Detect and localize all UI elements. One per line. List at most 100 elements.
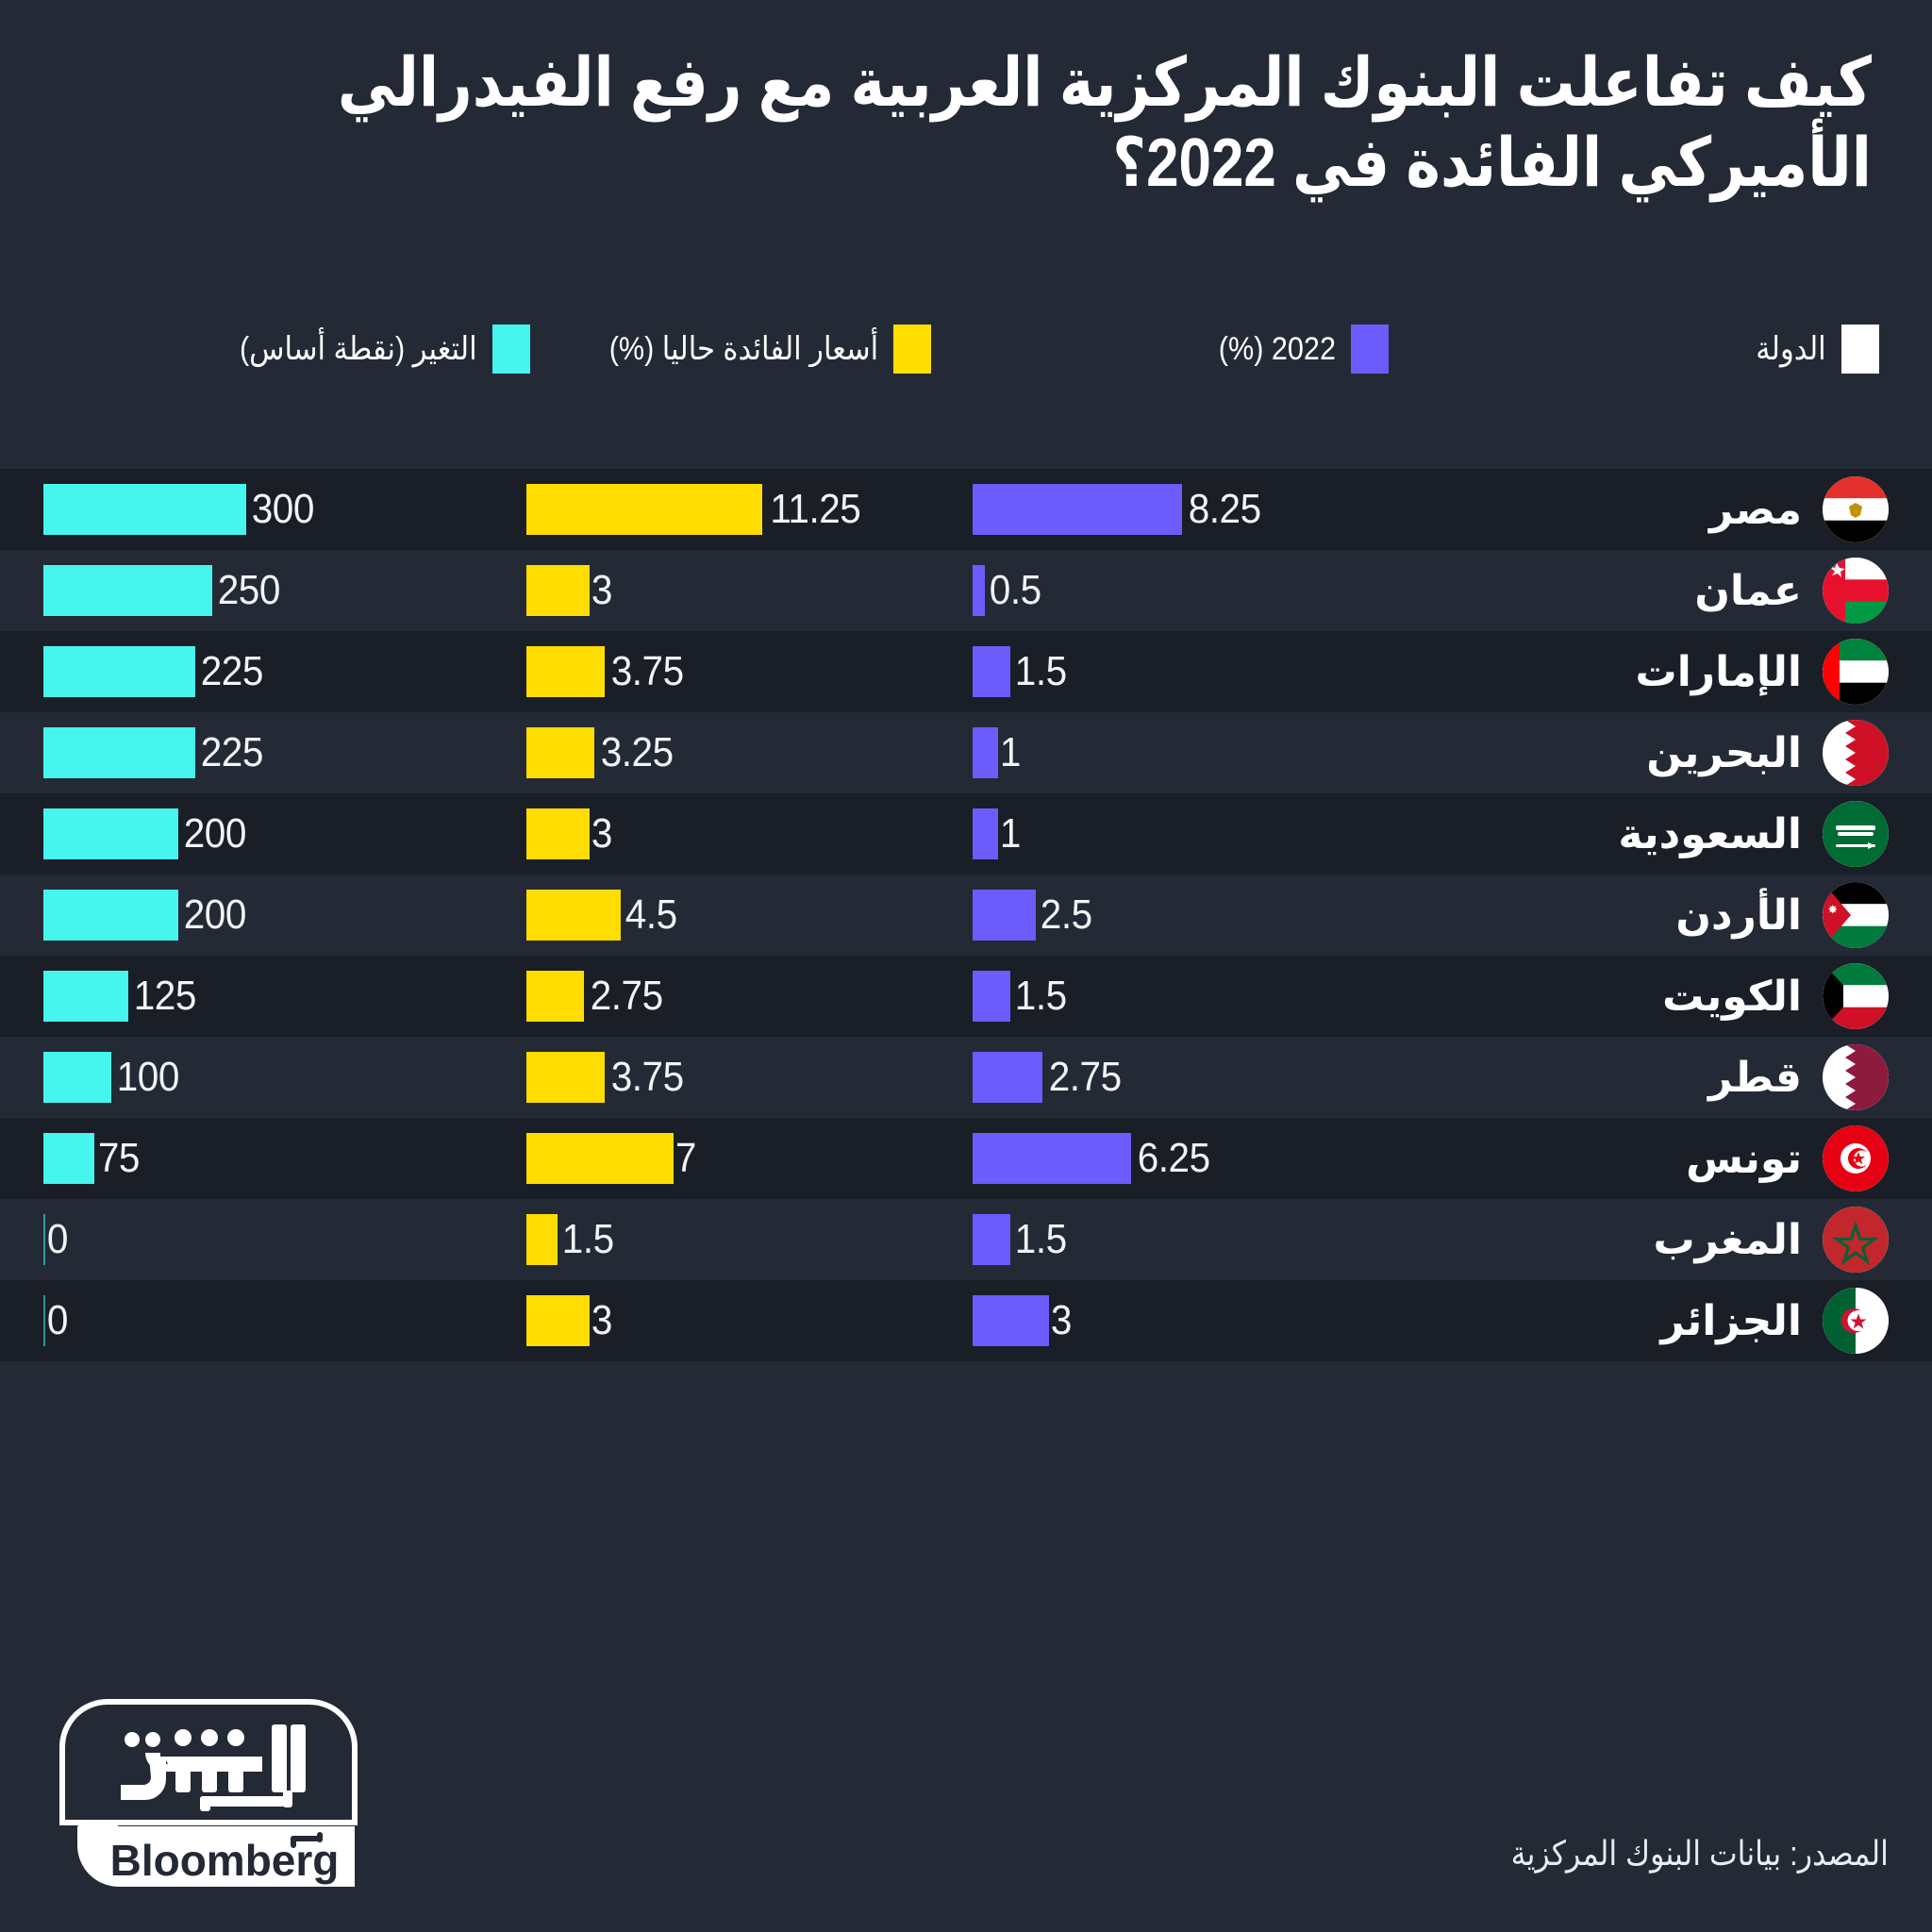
legend-item-change: التغير (نقطة أساس) <box>213 325 530 374</box>
change-bar <box>43 1214 45 1265</box>
country-cell: الأردن <box>1474 874 1889 956</box>
country-name: الجزائر <box>1660 1297 1802 1344</box>
page-title: كيف تفاعلت البنوك المركزية العربية مع رف… <box>337 45 1873 201</box>
rate-2022-cell: 1.5 <box>973 1199 1417 1280</box>
current-rate-value: 4.5 <box>625 891 677 938</box>
flag-algeria-icon <box>1823 1288 1889 1354</box>
rate-2022-value: 2.75 <box>1048 1054 1122 1100</box>
table-row: 0 3 3 الجزائر <box>0 1280 1932 1361</box>
source-note: المصدر: بيانات البنوك المركزية <box>1510 1834 1889 1873</box>
change-bar <box>43 727 196 778</box>
table-row: 225 3.75 1.5 الإمارات <box>0 631 1932 712</box>
table-row-inner: 75 7 6.25 تونس <box>43 1118 1889 1199</box>
current-rate-bar <box>526 727 595 778</box>
current-rate-value: 3.25 <box>600 729 674 775</box>
country-cell: المغرب <box>1474 1199 1889 1280</box>
current-rate-cell: 1.5 <box>526 1199 946 1280</box>
rate-2022-value: 1 <box>999 729 1022 775</box>
change-cell: 200 <box>43 874 486 956</box>
current-rate-value: 3.75 <box>611 648 684 694</box>
current-rate-bar <box>526 565 590 616</box>
change-value: 225 <box>201 729 264 775</box>
country-name: الإمارات <box>1635 648 1802 695</box>
current-rate-value: 2.75 <box>590 973 663 1019</box>
rate-2022-value: 6.25 <box>1137 1135 1210 1181</box>
table-row-inner: 100 3.75 2.75 قطر <box>43 1037 1889 1118</box>
current-rate-bar <box>526 808 590 859</box>
country-name: السعودية <box>1618 810 1802 858</box>
current-rate-value: 1.5 <box>562 1216 614 1262</box>
table-row: 225 3.25 1 البحرين <box>0 712 1932 793</box>
change-cell: 0 <box>43 1280 486 1361</box>
rate-2022-bar <box>973 1214 1011 1265</box>
flag-oman-icon <box>1823 558 1889 624</box>
change-cell: 300 <box>43 469 486 550</box>
table-row: 0 1.5 1.5 المغرب <box>0 1199 1932 1280</box>
change-bar <box>43 1295 45 1346</box>
change-value: 0 <box>46 1216 69 1262</box>
flag-jordan-icon <box>1823 882 1889 948</box>
country-cell: السعودية <box>1474 793 1889 874</box>
legend-label-country: الدولة <box>1756 331 1826 367</box>
flag-uae-icon <box>1823 639 1889 705</box>
change-bar <box>43 565 213 616</box>
change-bar <box>43 646 196 697</box>
rate-2022-value: 1.5 <box>1015 1216 1068 1262</box>
rate-2022-cell: 1 <box>973 793 1417 874</box>
country-name: الأردن <box>1675 891 1802 939</box>
rate-2022-bar <box>973 971 1011 1022</box>
rate-2022-cell: 2.75 <box>973 1037 1417 1118</box>
rate-2022-value: 3 <box>1050 1297 1073 1343</box>
change-value: 225 <box>201 648 264 694</box>
table-row: 75 7 6.25 تونس <box>0 1118 1932 1199</box>
data-table: 300 11.25 8.25 مصر 250 3 0.5 عمان 225 3.75 1.5 ا… <box>0 469 1932 1361</box>
change-bar <box>43 484 246 535</box>
current-rate-cell: 2.75 <box>526 956 946 1037</box>
current-rate-cell: 3 <box>526 793 946 874</box>
yellow-square-swatch <box>893 325 931 374</box>
change-cell: 200 <box>43 793 486 874</box>
current-rate-cell: 3.75 <box>526 1037 946 1118</box>
change-cell: 75 <box>43 1118 486 1199</box>
change-value: 100 <box>116 1054 179 1100</box>
country-cell: الجزائر <box>1474 1280 1889 1361</box>
table-row: 200 3 1 السعودية <box>0 793 1932 874</box>
change-value: 200 <box>184 810 247 857</box>
rate-2022-bar <box>973 1295 1049 1346</box>
rate-2022-cell: 6.25 <box>973 1118 1417 1199</box>
rate-2022-bar <box>973 484 1182 535</box>
legend-item-country: الدولة <box>1748 325 1879 374</box>
country-cell: تونس <box>1474 1118 1889 1199</box>
rate-2022-value: 2.5 <box>1041 891 1092 938</box>
country-name: مصر <box>1709 486 1802 533</box>
change-cell: 125 <box>43 956 486 1037</box>
rate-2022-cell: 0.5 <box>973 550 1417 631</box>
flag-bahrain-icon <box>1823 720 1889 786</box>
change-value: 125 <box>133 973 196 1019</box>
current-rate-bar <box>526 971 585 1022</box>
purple-square-swatch <box>1351 325 1389 374</box>
change-bar <box>43 808 179 859</box>
table-row-inner: 225 3.75 1.5 الإمارات <box>43 631 1889 712</box>
current-rate-value: 7 <box>675 1135 696 1181</box>
rate-2022-cell: 3 <box>973 1280 1417 1361</box>
country-cell: مصر <box>1474 469 1889 550</box>
country-name: البحرين <box>1646 729 1802 776</box>
table-row-inner: 125 2.75 1.5 الكويت <box>43 956 1889 1037</box>
change-value: 250 <box>217 567 281 613</box>
table-row-inner: 300 11.25 8.25 مصر <box>43 469 1889 550</box>
flag-egypt-icon <box>1823 476 1889 542</box>
rate-2022-value: 0.5 <box>990 567 1042 613</box>
table-row-inner: 0 3 3 الجزائر <box>43 1280 1889 1361</box>
table-row: 300 11.25 8.25 مصر <box>0 469 1932 550</box>
change-value: 75 <box>97 1135 141 1181</box>
current-rate-value: 3 <box>591 567 613 613</box>
rate-2022-cell: 1.5 <box>973 631 1417 712</box>
table-row-inner: 250 3 0.5 عمان <box>43 550 1889 631</box>
table-row-inner: 0 1.5 1.5 المغرب <box>43 1199 1889 1280</box>
legend-label-current-rate: أسعار الفائدة حاليا (%) <box>608 331 878 367</box>
table-row-inner: 225 3.25 1 البحرين <box>43 712 1889 793</box>
legend-label-2022: 2022 (%) <box>1218 330 1336 367</box>
rate-2022-bar <box>973 727 998 778</box>
table-row-inner: 200 3 1 السعودية <box>43 793 1889 874</box>
